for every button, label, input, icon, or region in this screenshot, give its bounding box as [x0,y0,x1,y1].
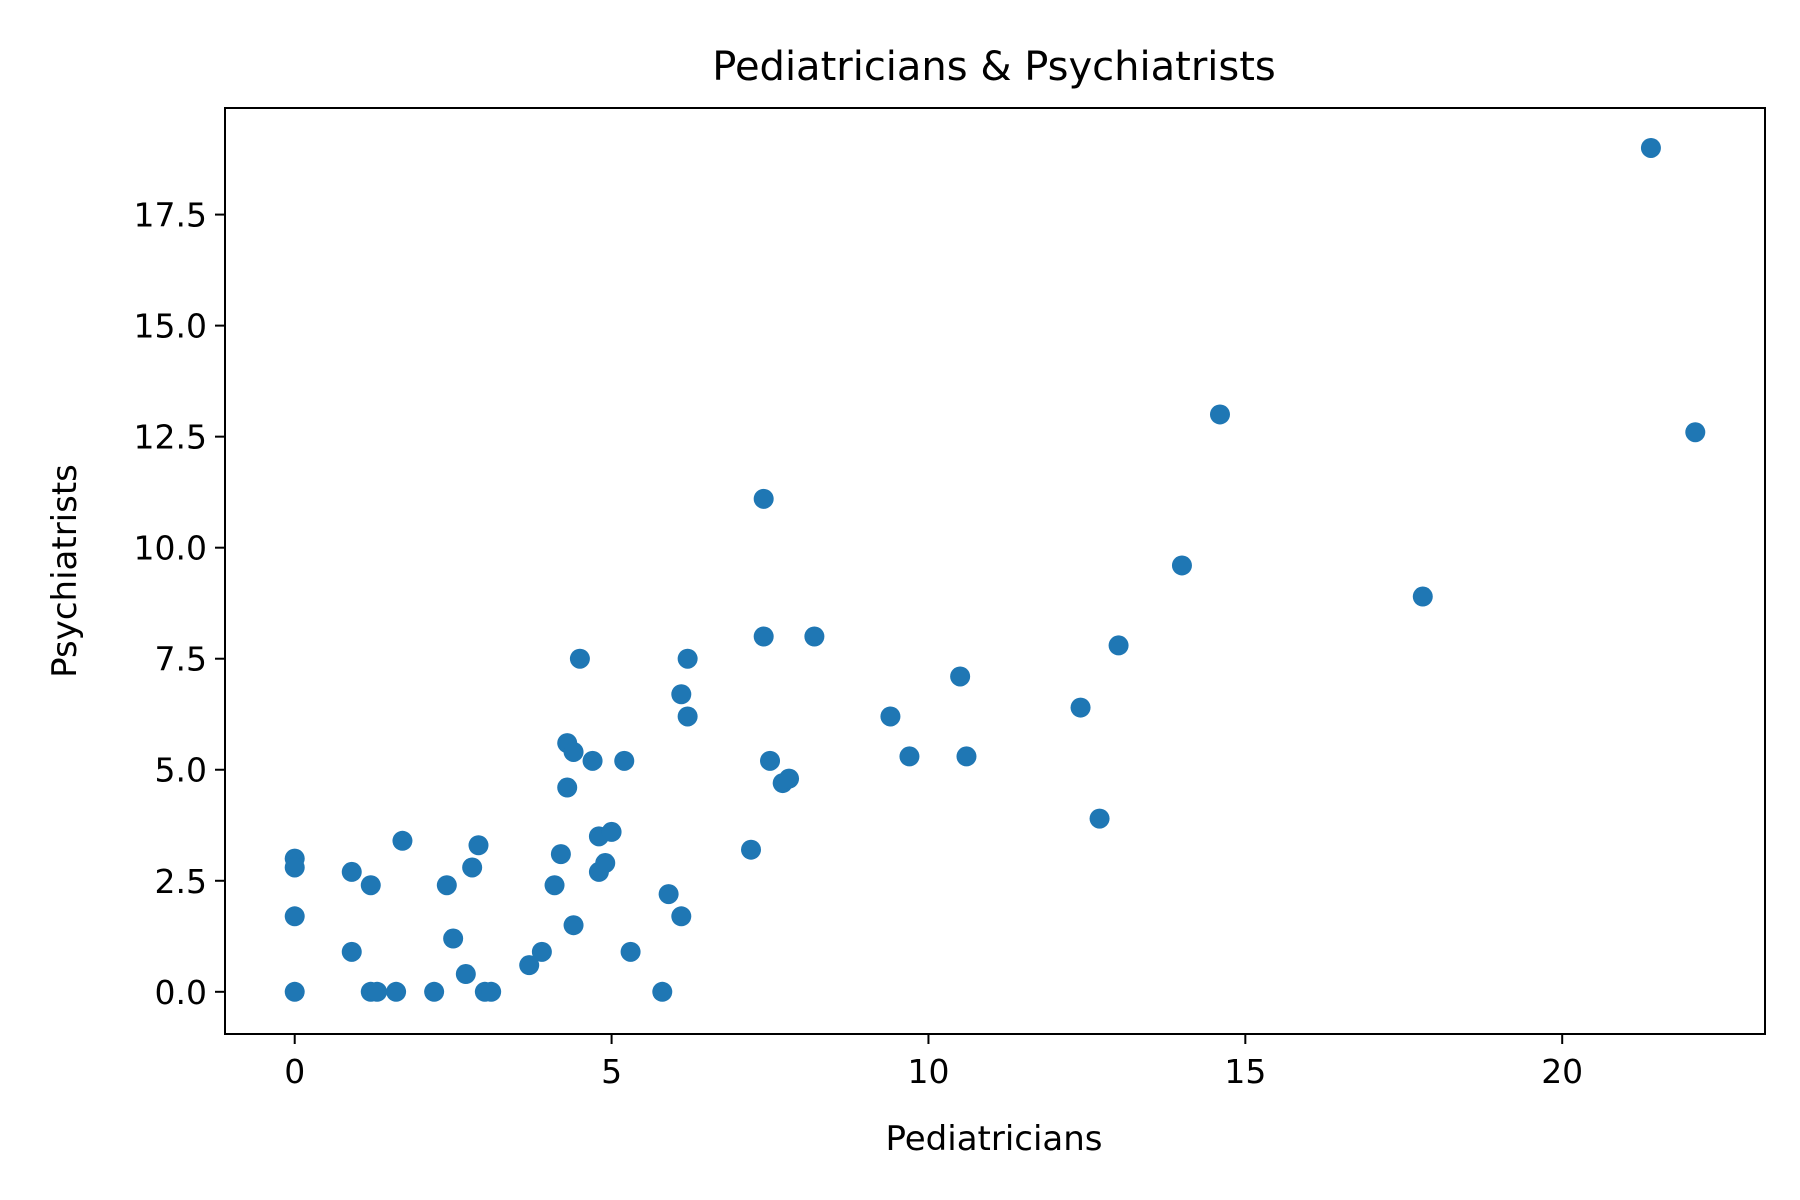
data-point [284,906,305,927]
data-point [582,750,603,771]
y-tick-label: 17.5 [134,196,207,235]
data-point [436,875,457,896]
data-point [557,777,578,798]
y-axis: 0.0 2.5 5.0 7.5 10.0 12.5 15.0 17.5 [134,196,225,1012]
data-point [569,648,590,669]
data-point [341,941,362,962]
x-tick-label: 10 [907,1052,949,1091]
data-point [741,839,762,860]
data-point [424,981,445,1002]
data-point [671,906,692,927]
data-point [519,955,540,976]
x-tick-label: 15 [1224,1052,1266,1091]
data-point [677,706,698,727]
data-point [563,915,584,936]
data-point [950,666,971,687]
data-points [284,137,1706,1002]
data-point [804,626,825,647]
data-point [1070,697,1091,718]
data-point [360,875,381,896]
y-tick-label: 12.5 [134,418,207,457]
y-tick-label: 15.0 [134,307,207,346]
data-point [1209,404,1230,425]
data-point [284,981,305,1002]
data-point [284,857,305,878]
data-point [620,941,641,962]
data-point [341,861,362,882]
data-point [550,844,571,865]
data-point [386,981,407,1002]
data-point [1412,586,1433,607]
data-point [443,928,464,949]
y-tick-label: 2.5 [155,862,207,901]
data-point [753,626,774,647]
data-point [677,648,698,669]
data-point [1685,422,1706,443]
data-point [481,981,502,1002]
data-point [601,821,622,842]
data-point [880,706,901,727]
data-point [462,857,483,878]
data-point [544,875,565,896]
plot-frame [224,107,1766,1035]
y-axis-label: Psychiatrists [45,464,85,678]
data-point [455,964,476,985]
data-point [899,746,920,767]
chart-title: Pediatricians & Psychiatrists [712,44,1276,90]
data-point [652,981,673,1002]
data-point [760,750,781,771]
data-point [1171,555,1192,576]
data-point [753,488,774,509]
data-point [779,768,800,789]
y-tick-label: 10.0 [134,529,207,568]
y-tick-label: 7.5 [155,640,207,679]
data-point [367,981,388,1002]
data-point [658,884,679,905]
data-point [595,853,616,874]
x-tick-label: 5 [601,1052,622,1091]
data-point [468,835,489,856]
y-tick-label: 0.0 [155,973,207,1012]
data-point [671,684,692,705]
x-tick-label: 20 [1541,1052,1583,1091]
data-point [531,941,552,962]
plot-area [224,107,1766,1035]
data-point [392,830,413,851]
data-point [1089,808,1110,829]
y-tick-label: 5.0 [155,751,207,790]
x-axis-label: Pediatricians [885,1119,1102,1159]
data-point [1108,635,1129,656]
data-point [956,746,977,767]
x-axis: 0 5 10 15 20 [284,1034,1583,1091]
data-point [614,750,635,771]
x-tick-label: 0 [284,1052,305,1091]
data-point [563,741,584,762]
data-point [1640,137,1661,158]
